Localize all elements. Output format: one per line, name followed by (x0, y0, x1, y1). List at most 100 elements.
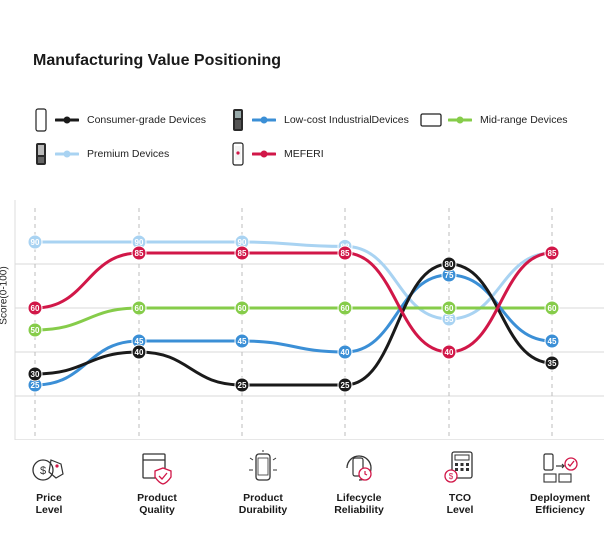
category-label-durability: Product Durability (238, 492, 288, 516)
data-label: 40 (341, 348, 350, 357)
legend-item-lowcost: Low-cost IndustrialDevices (230, 107, 409, 133)
data-point: 60 (234, 300, 250, 316)
data-point-marker (131, 300, 147, 316)
series-points: 9090908855855060606060602545454075453040… (27, 234, 560, 393)
data-point: 80 (441, 256, 457, 272)
data-point: 45 (131, 333, 147, 349)
phone-outline-icon (35, 108, 47, 132)
data-point-marker (27, 322, 43, 338)
data-label: 45 (135, 337, 144, 346)
data-label: 60 (238, 304, 247, 313)
category-label-lifecycle: Lifecycle Reliability (334, 492, 384, 516)
data-label: 40 (135, 348, 144, 357)
data-point: 25 (337, 377, 353, 393)
chart-grid (14, 200, 604, 440)
category-label-quality: Product Quality (137, 492, 177, 516)
data-point: 25 (27, 377, 43, 393)
category-deployment: Deployment Efficiency (520, 448, 600, 516)
quality-box-icon (142, 453, 172, 485)
lifecycle-icon (346, 455, 372, 481)
data-point: 85 (544, 245, 560, 261)
data-label: 45 (548, 337, 557, 346)
premium-phone-icon (36, 143, 46, 165)
legend-key-lowcost (252, 116, 276, 124)
data-label: 85 (548, 249, 557, 258)
data-point: 60 (27, 300, 43, 316)
series-lines (33, 240, 554, 387)
category-tco: $ TCO Level (420, 448, 500, 516)
data-point: 30 (27, 366, 43, 382)
meferi-phone-icon (232, 142, 244, 166)
data-label: 75 (445, 271, 454, 280)
data-label: 45 (238, 337, 247, 346)
category-label-deployment: Deployment Efficiency (529, 492, 591, 516)
data-point-marker (234, 377, 250, 393)
data-label: 90 (31, 238, 40, 247)
legend-item-premium: Premium Devices (33, 141, 169, 167)
data-point-marker (441, 300, 457, 316)
legend-label-midrange: Mid-range Devices (480, 114, 568, 126)
deployment-icon (543, 453, 578, 483)
data-point: 90 (234, 234, 250, 250)
data-point: 60 (441, 300, 457, 316)
data-label: 60 (548, 304, 557, 313)
data-label: 30 (31, 370, 40, 379)
legend-item-midrange: Mid-range Devices (420, 107, 568, 133)
data-point: 60 (337, 300, 353, 316)
category-quality: Product Quality (117, 448, 197, 516)
data-label: 85 (238, 249, 247, 258)
data-point-marker (441, 344, 457, 360)
category-durability: Product Durability (223, 448, 303, 516)
data-label: 50 (31, 326, 40, 335)
legend-label-consumer: Consumer-grade Devices (87, 114, 207, 126)
legend-key-consumer (55, 116, 79, 124)
legend-item-consumer: Consumer-grade Devices (33, 107, 206, 133)
data-point: 85 (131, 245, 147, 261)
data-point: 60 (544, 300, 560, 316)
line-chart: 9090908855855060606060602545454075453040… (14, 200, 604, 440)
data-point: 25 (234, 377, 250, 393)
tablet-icon (420, 113, 442, 127)
data-label: 60 (135, 304, 144, 313)
data-point: 50 (27, 322, 43, 338)
data-point-marker (337, 377, 353, 393)
data-point: 60 (131, 300, 147, 316)
legend-label-premium: Premium Devices (87, 148, 170, 160)
legend-label-lowcost: Low-cost IndustrialDevices (284, 114, 409, 126)
legend-item-meferi: MEFERI (230, 141, 324, 167)
rugged-phone-icon (233, 109, 243, 131)
data-point: 40 (131, 344, 147, 360)
data-label: 85 (135, 249, 144, 258)
data-point-marker (27, 366, 43, 382)
data-point: 35 (544, 355, 560, 371)
data-point-marker (131, 344, 147, 360)
data-point: 85 (234, 245, 250, 261)
data-label: 60 (341, 304, 350, 313)
data-label: 40 (445, 348, 454, 357)
data-point: 90 (27, 234, 43, 250)
data-label: 35 (548, 359, 557, 368)
data-point-marker (544, 300, 560, 316)
data-point-marker (337, 300, 353, 316)
series-line-1 (33, 273, 554, 387)
series-line-2 (33, 306, 554, 332)
svg-text:$: $ (449, 472, 454, 481)
legend-key-premium (55, 150, 79, 158)
data-label: 90 (238, 238, 247, 247)
data-label: 60 (31, 304, 40, 313)
data-point-marker (27, 234, 43, 250)
chart-title: Manufacturing Value Positioning (33, 52, 282, 69)
durability-phone-icon (249, 450, 277, 481)
data-point-marker (234, 245, 250, 261)
legend-label-meferi: MEFERI (284, 148, 324, 160)
data-label: 25 (238, 381, 247, 390)
data-point-marker (131, 245, 147, 261)
data-label: 80 (445, 260, 454, 269)
data-point: 40 (337, 344, 353, 360)
category-label-tco: TCO Level (446, 492, 474, 516)
data-point: 45 (234, 333, 250, 349)
data-point-marker (27, 300, 43, 316)
data-point: 90 (131, 234, 147, 250)
data-point-marker (544, 245, 560, 261)
data-label: 25 (31, 381, 40, 390)
